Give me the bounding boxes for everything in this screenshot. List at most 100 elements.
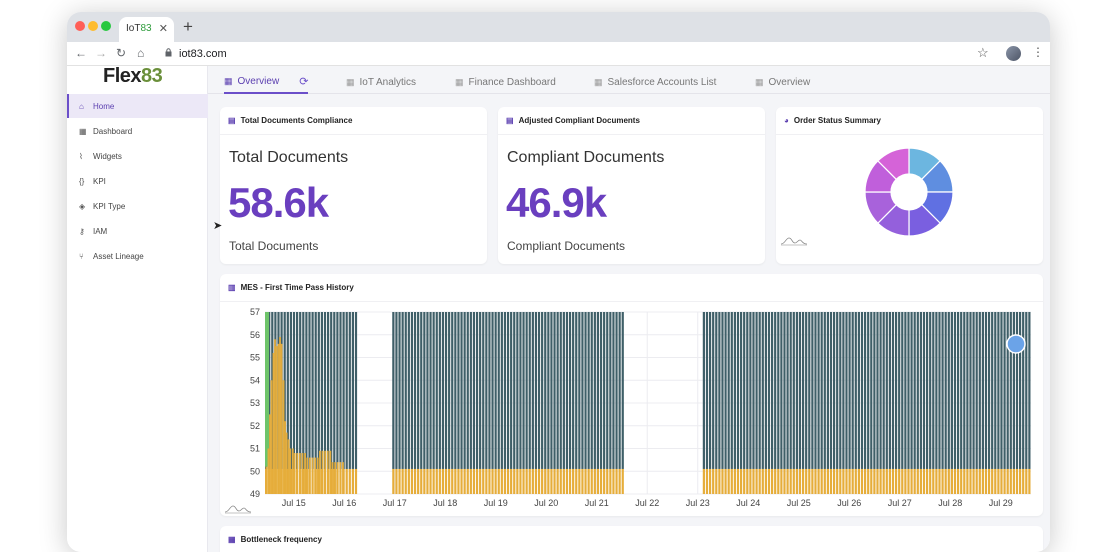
tab-overview-2[interactable]: ▦ Overview	[755, 70, 810, 94]
bar-series-gold	[898, 468, 901, 494]
bar-series-gold	[950, 468, 953, 494]
grid-icon: ▦	[755, 76, 764, 87]
tab-overview[interactable]: ▦ Overview ⟳	[224, 70, 309, 94]
bar-series-dark	[956, 312, 960, 469]
tab-iot-analytics[interactable]: ▦ IoT Analytics	[346, 70, 416, 94]
forward-icon[interactable]: →	[95, 46, 107, 60]
refresh-icon[interactable]: ⟳	[299, 75, 309, 88]
bar-series-gold	[469, 468, 472, 494]
sidebar-item-iam[interactable]: ⚷ IAM	[67, 219, 208, 243]
reload-icon[interactable]: ↻	[116, 46, 127, 60]
bar-series-dark	[494, 312, 497, 469]
bar-series-dark	[510, 312, 513, 469]
kpi-title: Total Documents	[229, 149, 349, 166]
compliant-documents-card: ▤ Adjusted Compliant Documents Compliant …	[498, 107, 765, 264]
bar-series-dark	[407, 312, 410, 469]
profile-avatar[interactable]	[1006, 46, 1021, 61]
bar-series-gold	[891, 468, 895, 494]
bar-series-dark	[398, 312, 401, 469]
bar-peak-gold	[267, 448, 270, 494]
new-tab-icon[interactable]: +	[183, 17, 193, 36]
bar-series-gold	[724, 468, 727, 494]
bar-series-dark	[401, 312, 404, 469]
bar-series-gold	[975, 468, 978, 494]
bar-series-gold	[575, 468, 578, 494]
bar-series-dark	[789, 312, 792, 469]
bar-peak-gold	[342, 462, 344, 494]
tab-salesforce-accounts-list[interactable]: ▦ Salesforce Accounts List	[594, 70, 716, 94]
bar-series-gold	[811, 468, 814, 494]
bar-series-gold	[398, 468, 401, 494]
bar-series-dark	[836, 312, 839, 469]
sidebar-item-label: Home	[93, 101, 115, 111]
sidebar-item-kpi-type[interactable]: ◈ KPI Type	[67, 194, 208, 218]
bar-series-dark	[712, 312, 715, 469]
bar-series-dark	[448, 312, 451, 469]
sidebar-item-label: KPI	[93, 176, 106, 186]
bar-series-gold	[851, 468, 854, 494]
bar-series-dark	[935, 312, 938, 469]
bar-series-dark	[736, 312, 740, 469]
close-window-button[interactable]	[75, 21, 85, 31]
bar-series-dark	[898, 312, 901, 469]
sidebar-item-widgets[interactable]: ⌇ Widgets	[67, 144, 208, 168]
bar-series-gold	[764, 468, 767, 494]
close-tab-icon[interactable]: ✕	[158, 23, 168, 35]
tab-label: Overview	[237, 75, 280, 87]
bar-series-gold	[1012, 468, 1015, 494]
bar-series-gold	[780, 468, 783, 494]
bar-series-dark	[342, 312, 345, 469]
x-tick-label: Jul 17	[383, 498, 407, 508]
browser-tab[interactable]: IoT83 ✕	[119, 17, 174, 42]
y-tick-label: 50	[250, 466, 260, 476]
bar-series-gold	[537, 468, 541, 494]
bar-series-gold	[953, 468, 957, 494]
bar-series-dark	[534, 312, 538, 469]
bottleneck-frequency-card: ▦ Bottleneck frequency	[220, 526, 1043, 552]
y-tick-label: 52	[250, 421, 260, 431]
bar-series-dark	[783, 312, 786, 469]
bar-series-gold	[568, 468, 572, 494]
bar-series-dark	[311, 312, 314, 469]
browser-menu-icon[interactable]: ⋮	[1032, 45, 1044, 59]
bar-series-gold	[770, 468, 774, 494]
minimize-window-button[interactable]	[88, 21, 98, 31]
bar-series-gold	[606, 468, 609, 494]
bar-series-gold	[808, 468, 811, 494]
sidebar-item-kpi[interactable]: {} KPI	[67, 169, 208, 193]
bar-series-gold	[432, 468, 435, 494]
bar-series-gold	[410, 468, 414, 494]
bar-series-gold	[420, 468, 423, 494]
sidebar-item-asset-lineage[interactable]: ⑂ Asset Lineage	[67, 244, 208, 268]
bookmark-star-icon[interactable]: ☆	[977, 45, 989, 60]
bar-series-gold	[823, 468, 826, 494]
bar-series-dark	[525, 312, 528, 469]
bar-series-dark	[718, 312, 721, 469]
bar-series-dark	[1015, 312, 1019, 469]
flex83-logo[interactable]: Flex83	[103, 65, 163, 88]
sidebar-item-label: IAM	[93, 226, 108, 236]
sidebar-item-dashboard[interactable]: ▦ Dashboard	[67, 119, 208, 143]
bar-series-dark	[1003, 312, 1006, 469]
bar-series-dark	[733, 312, 736, 469]
card-header: ▥ MES - First Time Pass History	[220, 274, 1043, 302]
sidebar-item-home[interactable]: ⌂ Home	[67, 94, 208, 118]
bar-peak-gold	[304, 453, 306, 494]
tab-label: Salesforce Accounts List	[607, 76, 717, 88]
bar-series-gold	[938, 468, 941, 494]
bar-series-gold	[712, 468, 715, 494]
bar-series-dark	[848, 312, 851, 469]
x-tick-label: Jul 29	[989, 498, 1013, 508]
url-field[interactable]: iot83.com	[179, 48, 227, 60]
back-icon[interactable]: ←	[75, 46, 87, 60]
bar-series-gold	[991, 468, 994, 494]
home-page-icon[interactable]: ⌂	[137, 46, 145, 60]
tab-finance-dashboard[interactable]: ▦ Finance Dashboard	[455, 70, 556, 94]
maximize-window-button[interactable]	[101, 21, 111, 31]
bar-series-dark	[929, 312, 932, 469]
address-bar: ← → ↻ ⌂ iot83.com ☆ ⋮	[67, 42, 1050, 66]
bar-series-gold	[345, 468, 348, 494]
bar-series-gold	[525, 468, 528, 494]
bar-series-dark	[621, 312, 624, 469]
bar-series-dark	[392, 312, 395, 469]
